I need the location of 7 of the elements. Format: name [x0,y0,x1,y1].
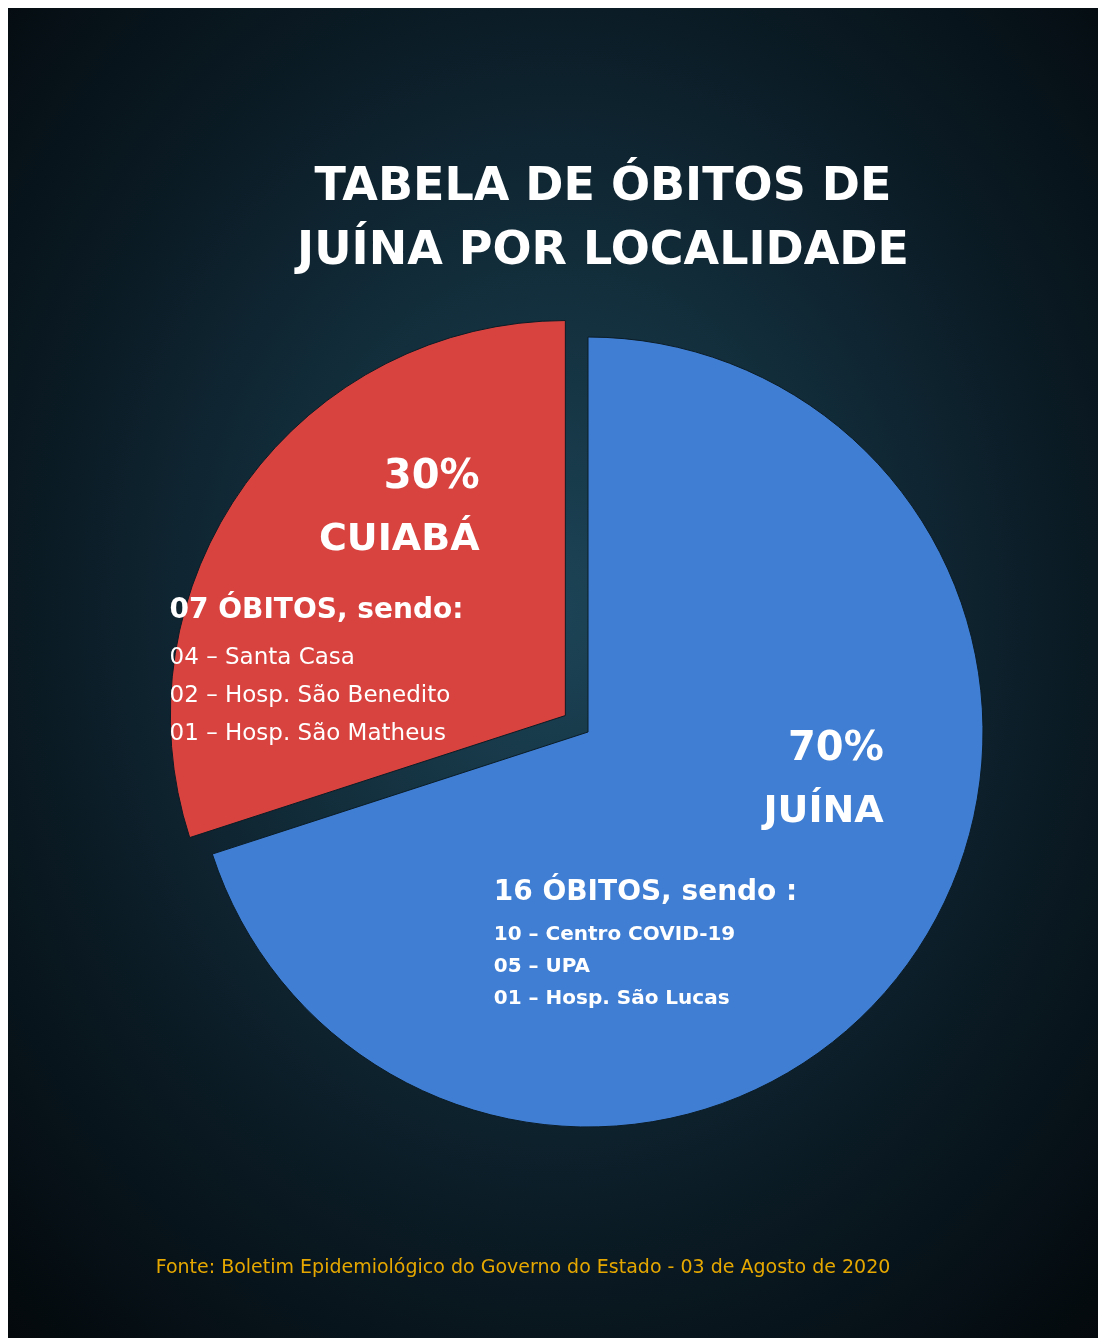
data-label: 70% [788,722,884,769]
source-note: Fonte: Boletim Epidemiológico do Governo do Estado - 03 de Agosto de 2020 [155,1255,891,1277]
text: 16 ÓBITOS, sendo : 10 – Centro COVID-19 05 – UPA 01 – Hosp. São Lucas [493,872,798,1009]
slice-label: CUIABÁ [318,514,481,559]
data-label: 30% [383,450,480,497]
slice-label: JUÍNA [760,786,885,831]
chart-title: TABELA DE ÓBITOS DE JUÍNA POR LOCALIDADE [294,157,909,275]
